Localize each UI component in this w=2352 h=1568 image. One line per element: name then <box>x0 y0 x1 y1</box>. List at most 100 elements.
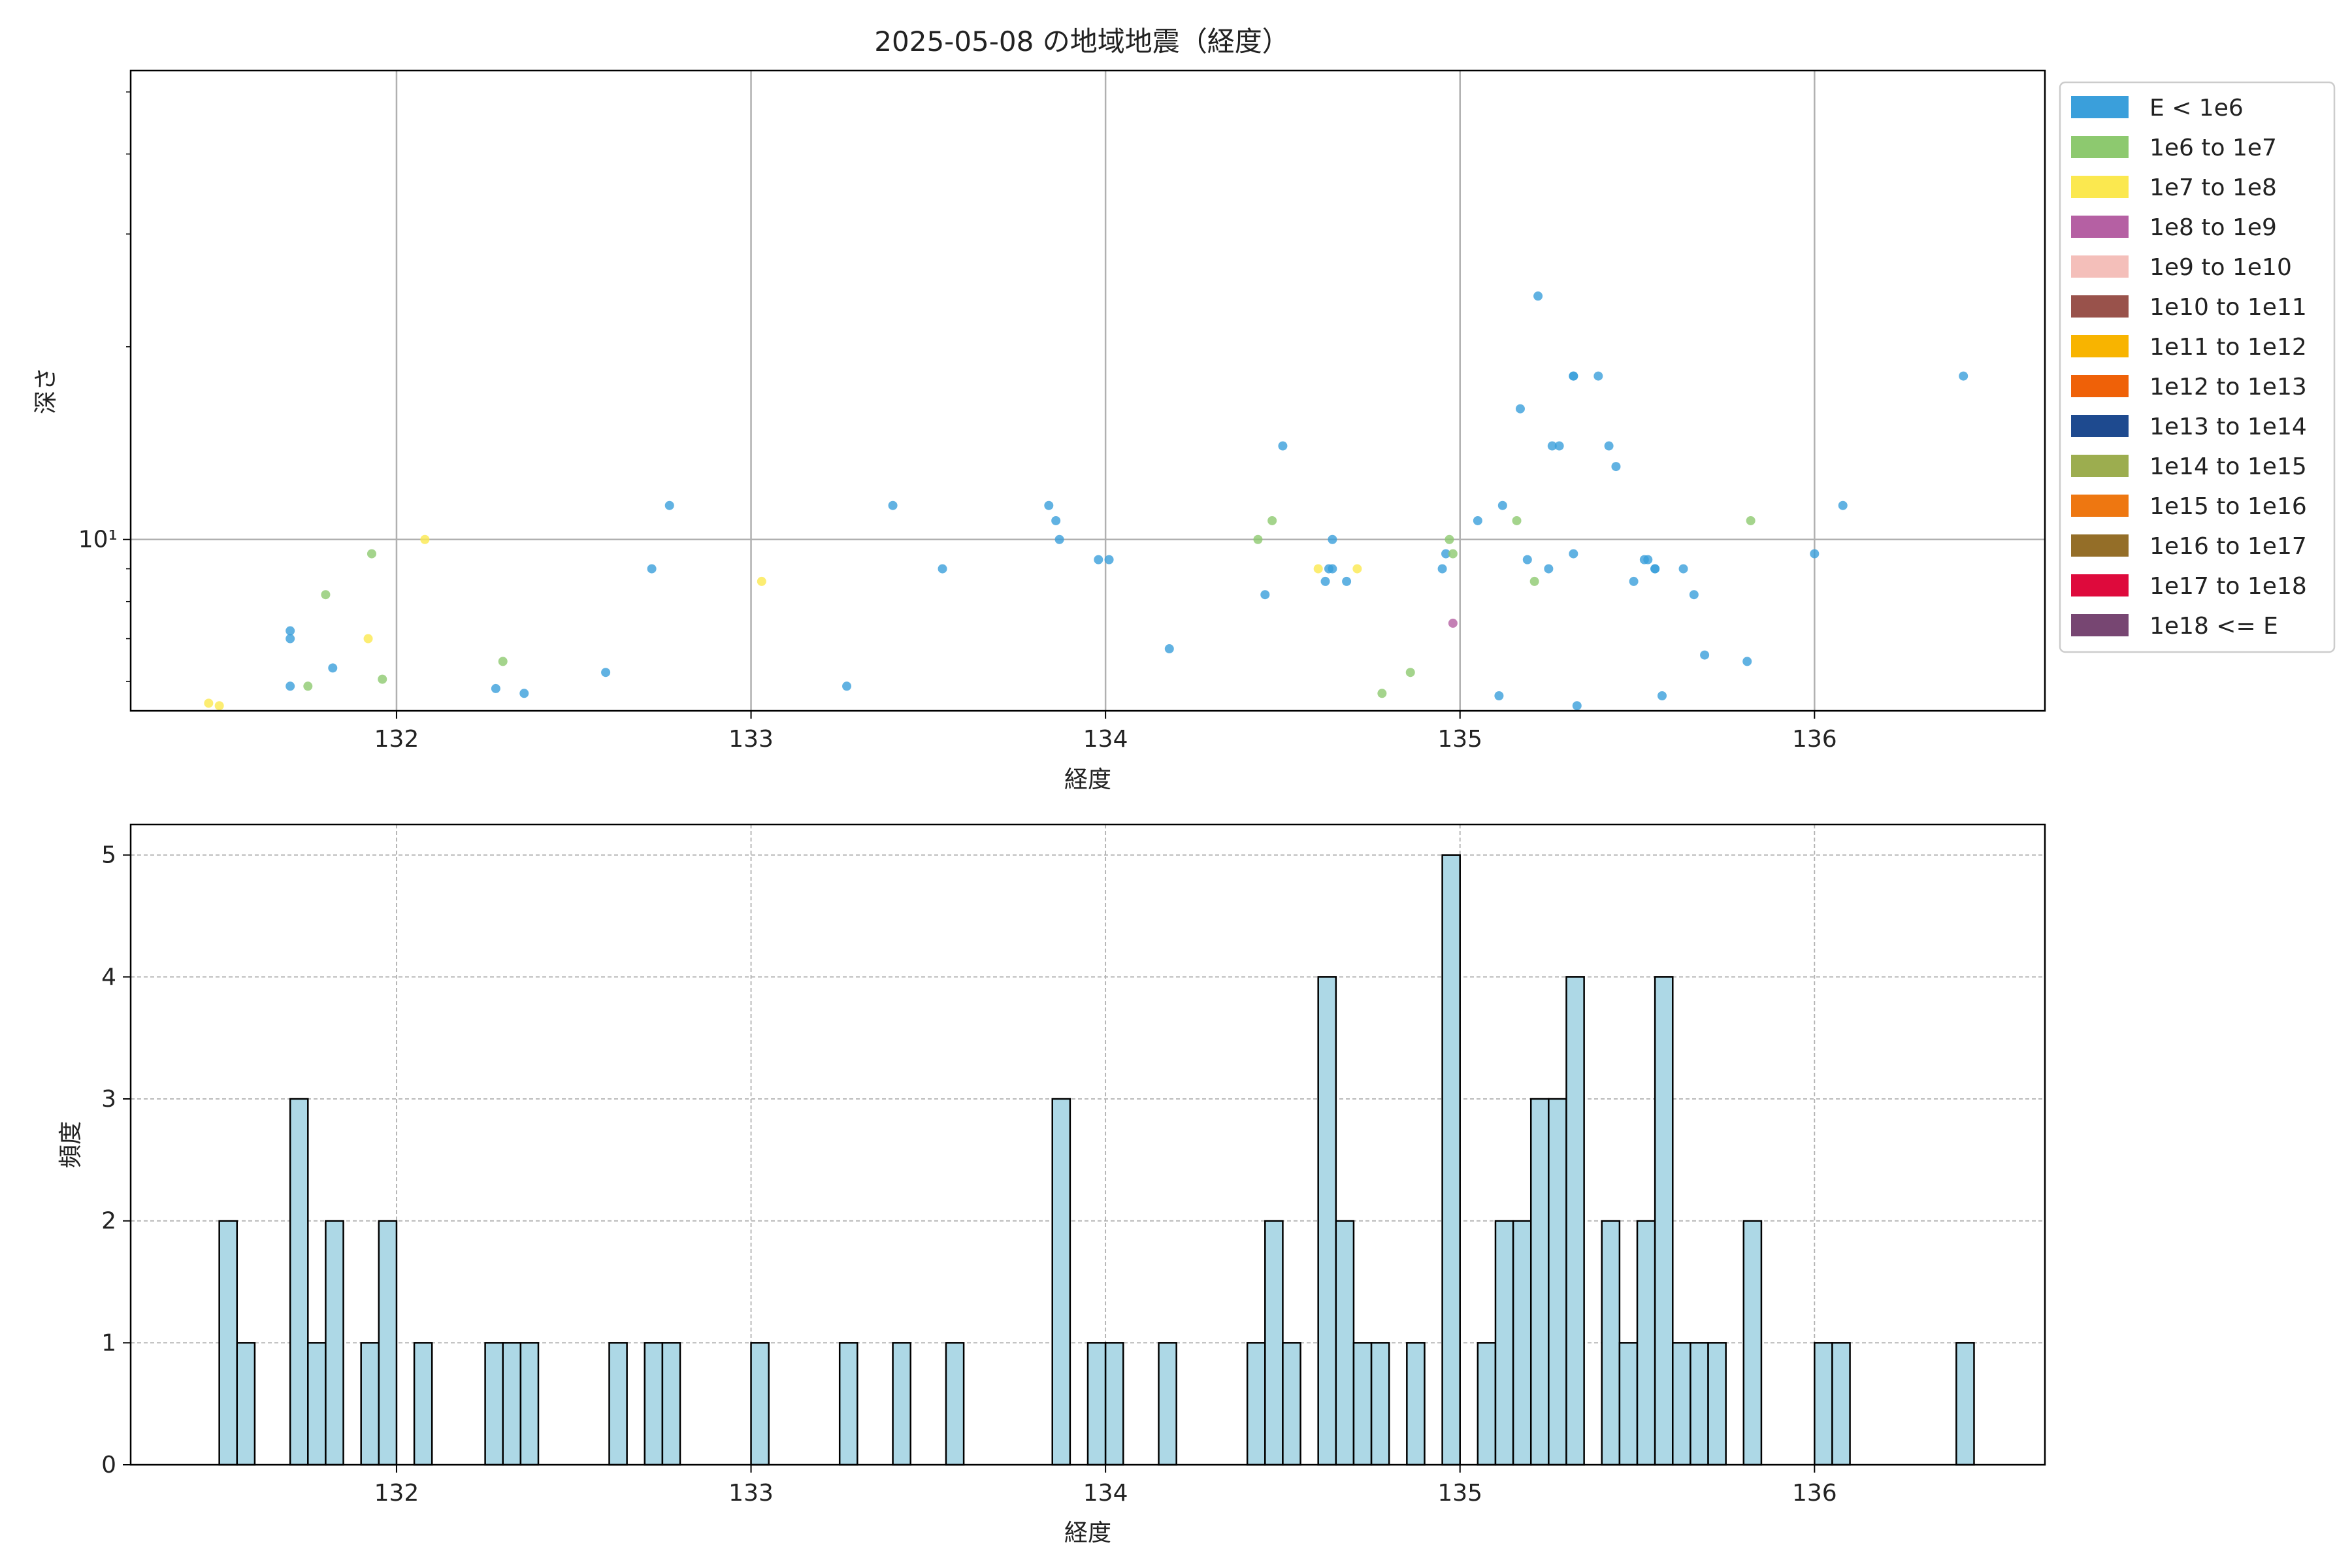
scatter-point <box>888 500 898 510</box>
legend-swatch <box>2071 534 2129 557</box>
scatter-grid <box>131 71 2045 711</box>
scatter-point <box>1959 371 1968 381</box>
legend-swatch <box>2071 375 2129 397</box>
histogram-bar <box>1512 1220 1532 1466</box>
histogram-bar <box>661 1342 681 1466</box>
scatter-points <box>204 291 1968 711</box>
scatter-point <box>1515 404 1525 414</box>
scatter-point <box>321 590 331 600</box>
scatter-point <box>1278 441 1288 451</box>
scatter-point <box>1441 549 1451 559</box>
scatter-x-axis-label: 経度 <box>1064 766 1111 793</box>
scatter-point <box>204 698 214 708</box>
scatter-point <box>1448 549 1458 559</box>
legend-label: E < 1e6 <box>2149 95 2244 122</box>
histogram-x-tick-label: 135 <box>1437 1480 1482 1507</box>
scatter-point <box>601 668 611 678</box>
histogram-y-tick-label: 0 <box>101 1452 116 1478</box>
histogram-bar <box>1406 1342 1426 1466</box>
scatter-point <box>1689 590 1699 600</box>
histogram-x-tick-label: 134 <box>1083 1480 1128 1507</box>
legend-swatch <box>2071 255 2129 278</box>
legend-items: E < 1e6 1e6 to 1e7 1e7 to 1e8 1e8 to 1e9 1e9… <box>2071 95 2307 640</box>
histogram-bar <box>644 1342 664 1466</box>
scatter-point <box>757 576 766 586</box>
histogram-bar <box>892 1342 911 1466</box>
scatter-point <box>1051 515 1061 525</box>
legend-label: 1e6 to 1e7 <box>2149 135 2277 161</box>
legend-label: 1e7 to 1e8 <box>2149 174 2277 201</box>
histogram-bar <box>1352 1342 1373 1466</box>
legend-box <box>2059 81 2336 653</box>
legend-label: 1e11 to 1e12 <box>2149 334 2307 361</box>
legend-swatch <box>2071 295 2129 318</box>
scatter-point <box>1260 590 1270 600</box>
scatter-x-tick-label: 135 <box>1437 726 1482 753</box>
histogram-y-axis-label: 頻度 <box>57 1121 84 1168</box>
histogram-bar <box>236 1342 256 1466</box>
legend-label: 1e8 to 1e9 <box>2149 214 2277 241</box>
histogram-bar <box>502 1342 522 1466</box>
scatter-point <box>1448 618 1458 628</box>
scatter-point <box>1054 534 1064 544</box>
scatter-point <box>1544 564 1554 574</box>
histogram-bar <box>413 1342 433 1466</box>
scatter-point <box>1267 515 1277 525</box>
legend: E < 1e6 1e6 to 1e7 1e7 to 1e8 1e8 to 1e9 1e9… <box>2059 81 2336 653</box>
legend-swatch <box>2071 176 2129 198</box>
legend-label: 1e10 to 1e11 <box>2149 294 2307 321</box>
histogram-bar <box>1955 1342 1975 1466</box>
histogram-bar <box>1282 1342 1301 1466</box>
scatter-point <box>1377 689 1387 698</box>
scatter-point <box>1529 576 1539 586</box>
histogram-y-tick-label: 3 <box>101 1086 116 1113</box>
scatter-point <box>1593 371 1603 381</box>
histogram-y-tick-label: 1 <box>101 1330 116 1356</box>
histogram-bar <box>750 1342 770 1466</box>
histogram-bar <box>1814 1342 1833 1466</box>
scatter-point <box>1533 291 1543 301</box>
scatter-panel: 132 133 134 135 136 10¹ 経度 深さ <box>33 69 2046 793</box>
histogram-frame <box>129 823 2046 1466</box>
histogram-bar <box>1317 976 1337 1466</box>
scatter-point <box>491 683 500 693</box>
histogram-bar <box>1601 1220 1621 1466</box>
histogram-bar <box>289 1098 309 1466</box>
scatter-point <box>214 701 224 711</box>
histogram-bar <box>838 1342 858 1466</box>
histogram-bar <box>1494 1220 1514 1466</box>
scatter-point <box>1547 441 1557 451</box>
scatter-point <box>498 657 508 666</box>
scatter-point <box>286 634 295 644</box>
scatter-point <box>1094 555 1103 564</box>
histogram-x-tick-label: 132 <box>374 1480 419 1507</box>
histogram-bar <box>1264 1220 1284 1466</box>
scatter-point <box>378 674 387 684</box>
histogram-bar <box>378 1220 398 1466</box>
chart-title: 2025-05-08 の地域地震（経度） <box>874 25 1289 57</box>
histogram-bar <box>1690 1342 1709 1466</box>
scatter-x-tick-label: 134 <box>1083 726 1128 753</box>
legend-label: 1e16 to 1e17 <box>2149 533 2307 560</box>
legend-label: 1e15 to 1e16 <box>2149 493 2307 520</box>
legend-label: 1e17 to 1e18 <box>2149 573 2307 600</box>
histogram-bar <box>1370 1342 1390 1466</box>
legend-swatch <box>2071 455 2129 477</box>
scatter-point <box>286 681 295 691</box>
histogram-bar <box>1246 1342 1266 1466</box>
histogram-bar <box>1548 1098 1567 1466</box>
scatter-point <box>1604 441 1614 451</box>
scatter-point <box>1569 371 1578 381</box>
histogram-y-tick-label: 4 <box>101 964 116 990</box>
scatter-y-axis-label: 深さ <box>33 367 59 414</box>
histogram-bar <box>1654 976 1674 1466</box>
scatter-point <box>1569 549 1578 559</box>
scatter-plot-area <box>131 71 2045 711</box>
scatter-point <box>1473 515 1482 525</box>
legend-swatch <box>2071 495 2129 517</box>
scatter-point <box>1320 576 1330 586</box>
legend-swatch <box>2071 574 2129 596</box>
histogram-bar <box>325 1220 344 1466</box>
histogram-bar <box>1104 1342 1124 1466</box>
histogram-bar <box>945 1342 965 1466</box>
